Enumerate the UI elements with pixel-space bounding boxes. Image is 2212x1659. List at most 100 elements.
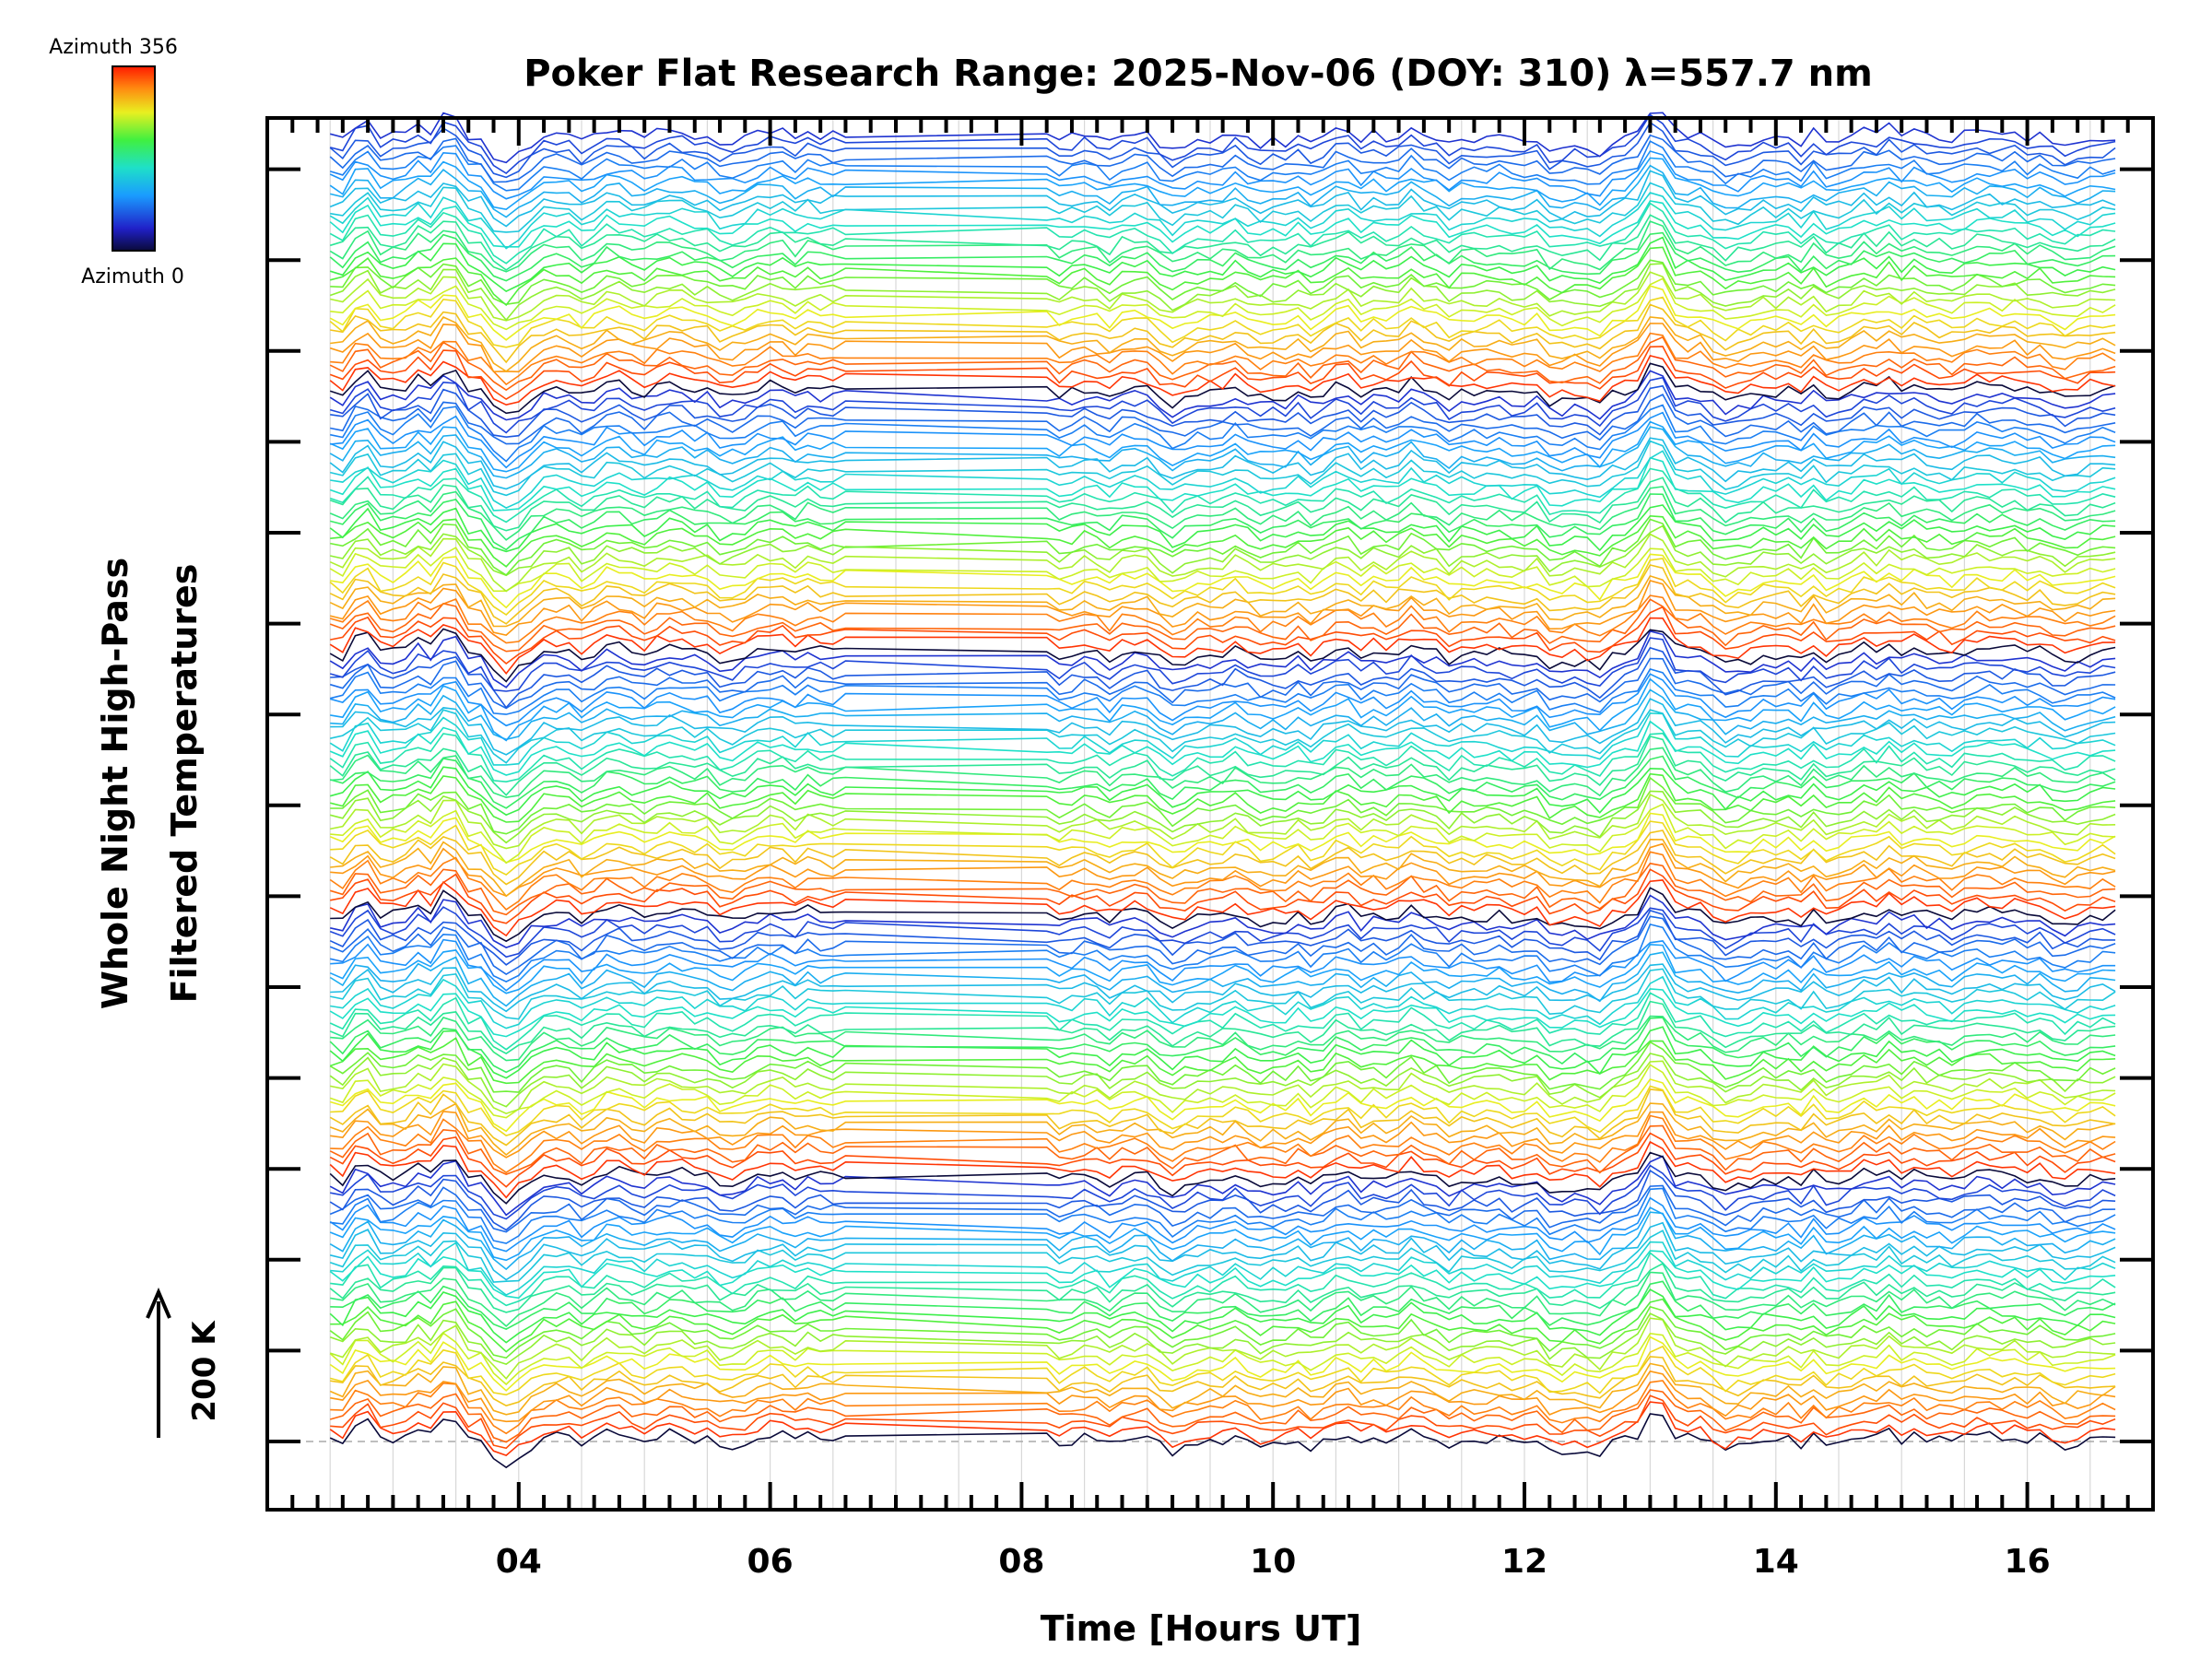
series-line <box>330 1111 2116 1159</box>
series-line <box>329 1026 2116 1079</box>
series-line <box>330 1380 2116 1435</box>
series-line <box>330 1271 2116 1327</box>
series-line <box>330 259 2116 306</box>
series-line <box>329 812 2116 864</box>
series-line <box>330 923 2116 982</box>
series-line <box>330 668 2116 715</box>
series-line <box>329 598 2116 653</box>
series-line <box>330 394 2116 445</box>
series-line <box>329 157 2116 210</box>
series-line <box>330 772 2116 823</box>
series-line <box>329 594 2116 644</box>
series-line <box>329 735 2116 796</box>
x-tick-label: 06 <box>747 1543 794 1581</box>
series-line <box>329 1230 2116 1283</box>
x-tick-labels: 04 06 08 10 12 14 16 <box>496 1543 2051 1581</box>
series-line <box>329 1362 2116 1416</box>
series-line <box>329 617 2116 675</box>
series-line <box>330 1187 2116 1244</box>
series-line <box>329 1064 2116 1119</box>
scale-bar-label: 200 K <box>186 1320 223 1422</box>
series-line <box>330 553 2116 609</box>
series-line <box>330 794 2116 850</box>
series-line <box>330 688 2116 741</box>
series-line <box>329 1037 2116 1085</box>
series-line <box>329 1078 2116 1133</box>
y-axis-label-line-2: Filtered Temperatures <box>164 564 205 1004</box>
series-line <box>330 404 2116 463</box>
x-tick-label: 04 <box>496 1543 542 1581</box>
legend-top-label: Azimuth 356 <box>49 36 178 59</box>
series-line <box>330 938 2116 992</box>
series-line <box>329 370 2116 421</box>
series-line <box>330 698 2116 756</box>
legend-bottom-label: Azimuth 0 <box>81 265 184 288</box>
series-line <box>329 1332 2116 1386</box>
series-line <box>329 1206 2116 1262</box>
series-line <box>329 202 2116 265</box>
series-line <box>329 732 2116 783</box>
series-line <box>330 384 2116 439</box>
chart-title: Poker Flat Research Range: 2025-Nov-06 (… <box>524 53 1873 95</box>
series-line <box>329 951 2116 1007</box>
series-line <box>329 1017 2116 1074</box>
series-line <box>329 1413 2116 1469</box>
series-line <box>330 315 2116 372</box>
series-line <box>329 1345 2116 1396</box>
legend-colorbar <box>112 65 156 252</box>
series-line <box>330 1060 2116 1115</box>
series-line <box>330 411 2116 469</box>
series-line <box>329 1335 2116 1392</box>
series-line <box>329 1000 2116 1055</box>
series-line <box>330 514 2116 568</box>
series-line <box>329 1317 2116 1381</box>
series-line <box>330 1252 2116 1307</box>
series-line <box>330 440 2116 497</box>
series-line <box>330 1370 2116 1423</box>
x-axis-label: Time [Hours UT] <box>1041 1608 1362 1649</box>
series-line <box>329 112 2116 164</box>
series-line <box>329 1250 2116 1300</box>
series-line <box>330 493 2116 551</box>
x-tick-label: 14 <box>1753 1543 1799 1581</box>
x-tick-label: 10 <box>1250 1543 1296 1581</box>
series-line <box>329 720 2116 776</box>
series-line <box>329 1196 2116 1253</box>
series-line <box>330 838 2116 898</box>
series-line <box>330 182 2116 233</box>
x-tick-label: 08 <box>998 1543 1044 1581</box>
series-line <box>329 200 2116 248</box>
series-line <box>329 1312 2116 1365</box>
series-line <box>330 1015 2116 1062</box>
series-line <box>330 518 2116 576</box>
series-line <box>329 1184 2116 1233</box>
series-line <box>329 1041 2116 1093</box>
x-tick-label: 16 <box>2005 1543 2051 1581</box>
series-line <box>330 580 2116 636</box>
series-line <box>329 629 2116 688</box>
tick-marks <box>265 118 2155 1510</box>
series-line <box>329 362 2116 415</box>
series-line <box>329 988 2116 1038</box>
series-line <box>330 677 2116 742</box>
series-line <box>330 1221 2116 1281</box>
series-line <box>329 1288 2116 1344</box>
plot-area: 04 06 08 10 12 14 16 <box>265 112 2155 1581</box>
series-line <box>329 712 2116 766</box>
series-line <box>329 1389 2116 1443</box>
series-line <box>330 164 2116 218</box>
series-line <box>330 277 2116 331</box>
series-line <box>329 755 2116 809</box>
series-line <box>330 246 2116 307</box>
series-line <box>330 887 2116 943</box>
series-line <box>330 1356 2116 1407</box>
series-line <box>330 803 2116 865</box>
series-line <box>329 1169 2116 1231</box>
series-line <box>329 1211 2116 1271</box>
series-line <box>329 192 2116 250</box>
series-line <box>329 657 2116 710</box>
series-line <box>329 628 2116 683</box>
series-line <box>329 564 2116 625</box>
series-line <box>330 709 2116 764</box>
